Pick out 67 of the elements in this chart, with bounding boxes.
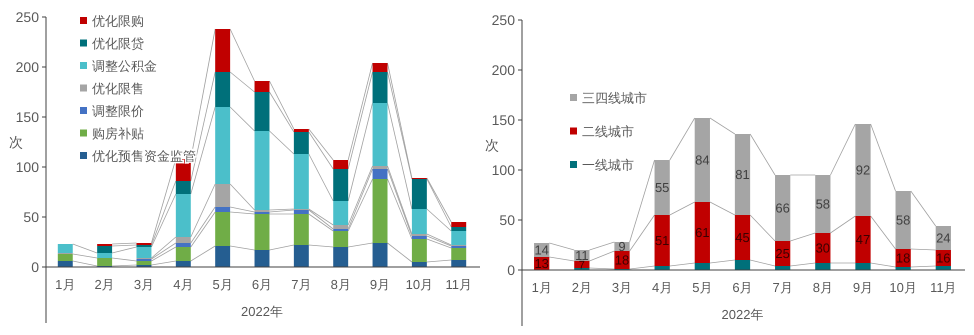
x-tick-label: 9月 (370, 277, 390, 292)
x-tick-label: 7月 (291, 277, 312, 292)
y-tick-label: 250 (16, 8, 40, 25)
legend-label: 优化限售 (92, 81, 144, 96)
data-label: 9 (618, 239, 626, 254)
y-tick-label: 50 (499, 212, 516, 228)
x-tick-label: 8月 (330, 277, 351, 292)
x-tick-label: 6月 (252, 277, 272, 292)
x-tick-label: 3月 (134, 277, 154, 292)
y-tick-label: 150 (16, 108, 40, 125)
legend-label: 优化限购 (92, 14, 144, 29)
y-tick-label: 0 (31, 258, 40, 275)
x-tick-label: 1月 (55, 277, 76, 292)
data-label: 45 (735, 230, 750, 246)
legend-label: 三四线城市 (582, 90, 647, 106)
x-tick-label: 4月 (652, 280, 672, 295)
data-label: 92 (856, 162, 870, 178)
y-tick-label: 250 (492, 12, 516, 28)
x-tick-label: 5月 (212, 277, 233, 292)
x-tick-label: 8月 (812, 280, 833, 295)
legend-label: 调整限价 (92, 104, 144, 119)
y-tick-label: 200 (492, 62, 516, 78)
x-tick-label: 10月 (889, 280, 917, 295)
y-tick-label: 100 (16, 158, 40, 175)
x-tick-label: 7月 (772, 280, 793, 295)
legend-label: 购房补贴 (92, 126, 144, 142)
legend-label: 二线城市 (582, 124, 634, 140)
y-tick-label: 150 (492, 112, 516, 128)
data-label: 18 (614, 252, 630, 268)
data-label: 14 (534, 242, 549, 258)
x-tick-label: 3月 (612, 280, 632, 295)
legend-label: 一线城市 (582, 158, 634, 173)
x-tick-label: 11月 (930, 280, 957, 295)
x-tick-label: 2月 (572, 280, 592, 295)
legend-label: 调整公积金 (92, 58, 157, 74)
y-tick-label: 100 (492, 162, 516, 178)
legend-label: 优化限贷 (92, 36, 144, 52)
data-label: 16 (936, 250, 951, 266)
x-tick-label: 1月 (532, 280, 552, 295)
data-label: 55 (654, 180, 670, 196)
x-tick-label: 10月 (406, 277, 434, 292)
y-tick-label: 0 (507, 262, 516, 278)
data-label: 66 (775, 200, 790, 216)
data-label: 25 (775, 246, 790, 262)
data-label: 58 (896, 212, 910, 228)
x-axis-title: 2022年 (241, 304, 283, 319)
x-tick-label: 5月 (692, 280, 712, 295)
y-axis-title: 次 (485, 136, 499, 153)
data-label: 81 (735, 167, 750, 182)
x-tick-label: 2月 (94, 277, 115, 292)
data-label: 51 (654, 233, 670, 248)
data-label: 30 (816, 240, 830, 256)
x-tick-label: 4月 (173, 277, 194, 292)
data-label: 13 (534, 256, 549, 272)
x-axis-title: 2022年 (722, 307, 764, 322)
x-tick-label: 11月 (445, 277, 472, 292)
y-tick-label: 50 (23, 208, 40, 225)
y-axis-title: 次 (9, 134, 23, 150)
y-tick-label: 200 (16, 58, 40, 75)
data-label: 24 (936, 230, 951, 246)
x-tick-label: 6月 (732, 280, 753, 295)
data-label: 61 (695, 225, 710, 240)
data-label: 47 (856, 232, 870, 248)
data-label: 58 (816, 196, 830, 212)
data-label: 18 (896, 250, 910, 266)
data-label: 84 (695, 152, 710, 168)
x-tick-label: 9月 (852, 280, 874, 295)
